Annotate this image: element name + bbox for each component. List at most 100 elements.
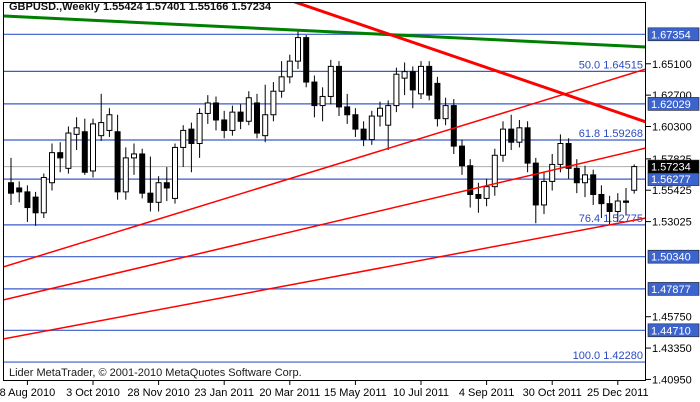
price-axis[interactable]: 1.651001.627001.603001.578251.554251.530… xyxy=(646,27,700,387)
price-badge-label: 1.44710 xyxy=(651,325,691,337)
candle xyxy=(541,172,547,215)
candle-body xyxy=(114,131,121,193)
candle-body xyxy=(49,152,55,184)
candle xyxy=(213,96,219,131)
candle-body xyxy=(24,191,31,209)
candle-body xyxy=(508,128,515,143)
candle-body xyxy=(131,153,137,159)
candle-body xyxy=(590,174,597,195)
red-uptrend-line-mid[interactable] xyxy=(3,147,646,301)
candle-body xyxy=(442,105,449,120)
red-uptrend-line-lower[interactable] xyxy=(3,217,646,340)
candle-body xyxy=(16,187,23,193)
price-badge xyxy=(647,282,700,296)
candle xyxy=(40,173,47,219)
candle-body xyxy=(582,174,588,184)
candle-body xyxy=(139,153,146,194)
candle-body xyxy=(254,102,260,134)
candle xyxy=(360,121,367,147)
candle xyxy=(286,54,293,84)
fib-label: 50.0 1.64515 xyxy=(579,59,643,71)
candle xyxy=(508,114,515,151)
candle-body xyxy=(155,182,162,203)
candle xyxy=(582,165,588,198)
candle xyxy=(237,104,244,130)
candle xyxy=(344,93,351,124)
candle-body xyxy=(311,81,318,107)
candle-body xyxy=(573,167,580,184)
price-tick-label: 1.40950 xyxy=(652,374,692,386)
time-axis[interactable]: 8 Aug 2010 3 Oct 2010 28 Nov 2010 23 Jan 20… xyxy=(0,381,649,399)
candle-body xyxy=(81,131,88,173)
time-tick-label: 28 Nov 2010 xyxy=(127,387,189,399)
candle xyxy=(418,61,424,100)
candle xyxy=(24,185,31,222)
price-badge-label: 1.47877 xyxy=(651,284,691,296)
fib-label: 76.4 1.52775 xyxy=(579,213,643,225)
candle xyxy=(196,108,203,158)
candle xyxy=(180,125,187,168)
time-tick-label: 25 Dec 2011 xyxy=(587,387,649,399)
red-uptrend-line-upper[interactable] xyxy=(3,68,646,268)
candle-body xyxy=(73,127,80,135)
candle xyxy=(98,93,105,141)
candle xyxy=(155,176,162,212)
candle xyxy=(295,29,301,69)
candle-body xyxy=(327,65,334,97)
price-badge xyxy=(647,249,700,264)
time-tick-label: 8 Aug 2010 xyxy=(0,387,55,399)
candle xyxy=(147,156,154,212)
candle-body xyxy=(172,146,178,199)
candle-body xyxy=(40,176,47,214)
candle-body xyxy=(393,73,400,107)
trendlines[interactable] xyxy=(3,0,646,340)
candle-body xyxy=(303,37,310,83)
time-tick-label: 23 Jan 2011 xyxy=(194,387,254,399)
candle xyxy=(377,101,383,127)
candle xyxy=(139,148,146,199)
candle-body xyxy=(377,107,383,117)
red-downtrend-line[interactable] xyxy=(289,0,646,124)
candle-body xyxy=(516,127,523,143)
candle xyxy=(524,121,531,173)
candle-body xyxy=(434,82,441,120)
candle-body xyxy=(524,127,531,164)
candle xyxy=(459,139,465,175)
candle-body xyxy=(606,203,613,212)
copyright-notice: Lider MetaTrader, © 2001-2010 MetaQuotes… xyxy=(9,367,302,379)
candle xyxy=(57,142,64,173)
candle-body xyxy=(213,102,219,121)
candle-body xyxy=(385,105,392,126)
candle-body xyxy=(344,106,351,116)
candle-body xyxy=(549,163,556,182)
candle xyxy=(319,87,326,122)
candle xyxy=(122,147,129,200)
candle xyxy=(270,82,277,122)
price-tick-label: 1.43350 xyxy=(652,343,692,355)
green-resistance-line[interactable] xyxy=(3,14,646,49)
price-badge-label: 1.62029 xyxy=(651,99,691,111)
candle-body xyxy=(467,165,474,195)
candle xyxy=(262,84,269,143)
candle xyxy=(631,164,638,194)
price-tick-label: 1.45750 xyxy=(652,312,692,324)
candle-body xyxy=(360,128,367,141)
candle xyxy=(442,97,449,126)
candle-body xyxy=(418,65,424,95)
fib-label: 100.0 1.42280 xyxy=(573,350,643,362)
candle-body xyxy=(237,111,244,122)
candle-body xyxy=(541,180,547,206)
candle xyxy=(229,105,236,136)
candle-body xyxy=(459,145,465,167)
price-badge xyxy=(647,27,700,42)
price-badge xyxy=(647,159,700,174)
time-tick-label: 10 Jul 2011 xyxy=(393,387,449,399)
price-badge xyxy=(647,323,700,338)
candle xyxy=(426,61,433,101)
candle xyxy=(32,191,39,226)
candle xyxy=(409,66,416,109)
candle-body xyxy=(163,182,170,189)
candle xyxy=(467,159,474,208)
candle xyxy=(598,185,605,219)
